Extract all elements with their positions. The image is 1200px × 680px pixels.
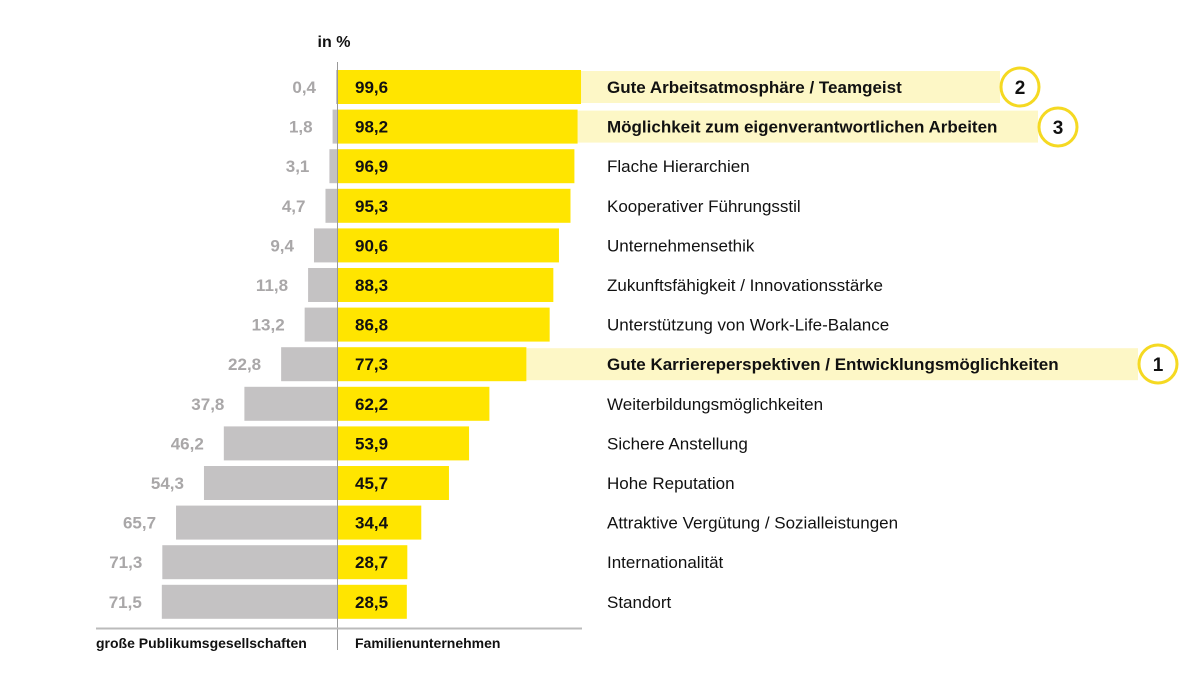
value-label-right: 62,2	[355, 395, 388, 414]
rank-number: 3	[1053, 118, 1064, 139]
rank-circle	[1037, 106, 1079, 148]
value-label-right: 96,9	[355, 157, 388, 176]
category-label: Unterstützung von Work-Life-Balance	[607, 316, 889, 335]
value-label-right: 98,2	[355, 118, 388, 137]
bar-left	[308, 268, 337, 302]
bar-left	[244, 386, 337, 421]
rank-number: 1	[1153, 355, 1164, 376]
value-label-right: 99,6	[355, 78, 388, 97]
bar-right	[337, 70, 582, 104]
bar-right	[337, 307, 550, 342]
bar-left	[313, 228, 337, 263]
value-label-left: 9,4	[270, 236, 294, 255]
bar-right	[337, 505, 422, 540]
value-label-right: 28,7	[355, 553, 388, 572]
value-label-right: 90,6	[355, 236, 388, 255]
highlight-band	[526, 348, 1138, 381]
bar-right	[337, 149, 575, 184]
category-label: Sichere Anstellung	[607, 434, 748, 453]
bar-right	[337, 109, 578, 144]
bar-right	[337, 466, 449, 500]
category-label: Flache Hierarchien	[607, 157, 750, 176]
bar-left	[304, 307, 337, 342]
value-label-left: 22,8	[228, 355, 261, 374]
value-label-left: 71,3	[109, 553, 142, 572]
value-label-right: 95,3	[355, 197, 388, 216]
highlight-band	[581, 71, 1000, 103]
value-label-left: 37,8	[191, 395, 224, 414]
value-label-left: 0,4	[292, 78, 316, 97]
category-label: Möglichkeit zum eigenverantwortlichen Ar…	[607, 118, 997, 137]
bar-right	[337, 545, 408, 580]
legend-left: große Publikumsgesellschaften	[96, 635, 307, 651]
value-label-left: 46,2	[171, 434, 204, 453]
bar-left	[329, 149, 337, 184]
value-label-left: 65,7	[123, 514, 156, 533]
bar-left	[161, 584, 337, 619]
category-label: Hohe Reputation	[607, 474, 735, 493]
bar-left	[325, 188, 337, 223]
category-label: Unternehmensethik	[607, 236, 755, 255]
bar-right	[337, 584, 407, 619]
category-label: Gute Karriereperspektiven / Entwicklungs…	[607, 355, 1059, 374]
unit-label: in %	[318, 34, 351, 51]
category-label: Standort	[607, 593, 672, 612]
value-label-left: 3,1	[286, 157, 310, 176]
category-label: Zukunftsfähigkeit / Innovationsstärke	[607, 276, 883, 295]
value-label-right: 28,5	[355, 593, 388, 612]
rank-circle	[1137, 343, 1179, 385]
bar-left	[176, 505, 337, 540]
bar-right	[337, 268, 554, 302]
value-label-left: 13,2	[252, 316, 285, 335]
value-label-right: 88,3	[355, 276, 388, 295]
rank-number: 2	[1015, 78, 1026, 99]
value-label-right: 34,4	[355, 514, 389, 533]
value-label-left: 1,8	[289, 118, 313, 137]
value-label-right: 77,3	[355, 355, 388, 374]
value-label-left: 4,7	[282, 197, 306, 216]
category-label: Kooperativer Führungsstil	[607, 197, 801, 216]
value-label-left: 71,5	[109, 593, 142, 612]
highlight-band	[577, 110, 1038, 143]
category-label: Gute Arbeitsatmosphäre / Teamgeist	[607, 78, 902, 97]
value-label-right: 86,8	[355, 316, 388, 335]
bar-left	[332, 109, 337, 144]
category-label: Attraktive Vergütung / Sozialleistungen	[607, 514, 898, 533]
bar-right	[337, 188, 571, 223]
value-label-left: 11,8	[256, 276, 288, 295]
bar-left	[162, 545, 337, 580]
category-label: Weiterbildungsmöglichkeiten	[607, 395, 823, 414]
bar-left	[281, 347, 337, 382]
value-label-right: 53,9	[355, 434, 388, 453]
value-label-right: 45,7	[355, 474, 388, 493]
bar-left	[223, 426, 337, 461]
bar-right	[337, 347, 527, 382]
legend-right: Familienunternehmen	[355, 635, 500, 651]
rank-circle	[999, 66, 1041, 108]
bar-right	[337, 228, 559, 263]
category-label: Internationalität	[607, 553, 724, 572]
bar-left	[203, 466, 337, 500]
bar-right	[337, 426, 470, 461]
bar-left	[336, 70, 337, 104]
bar-right	[337, 386, 490, 421]
value-label-left: 54,3	[151, 474, 184, 493]
